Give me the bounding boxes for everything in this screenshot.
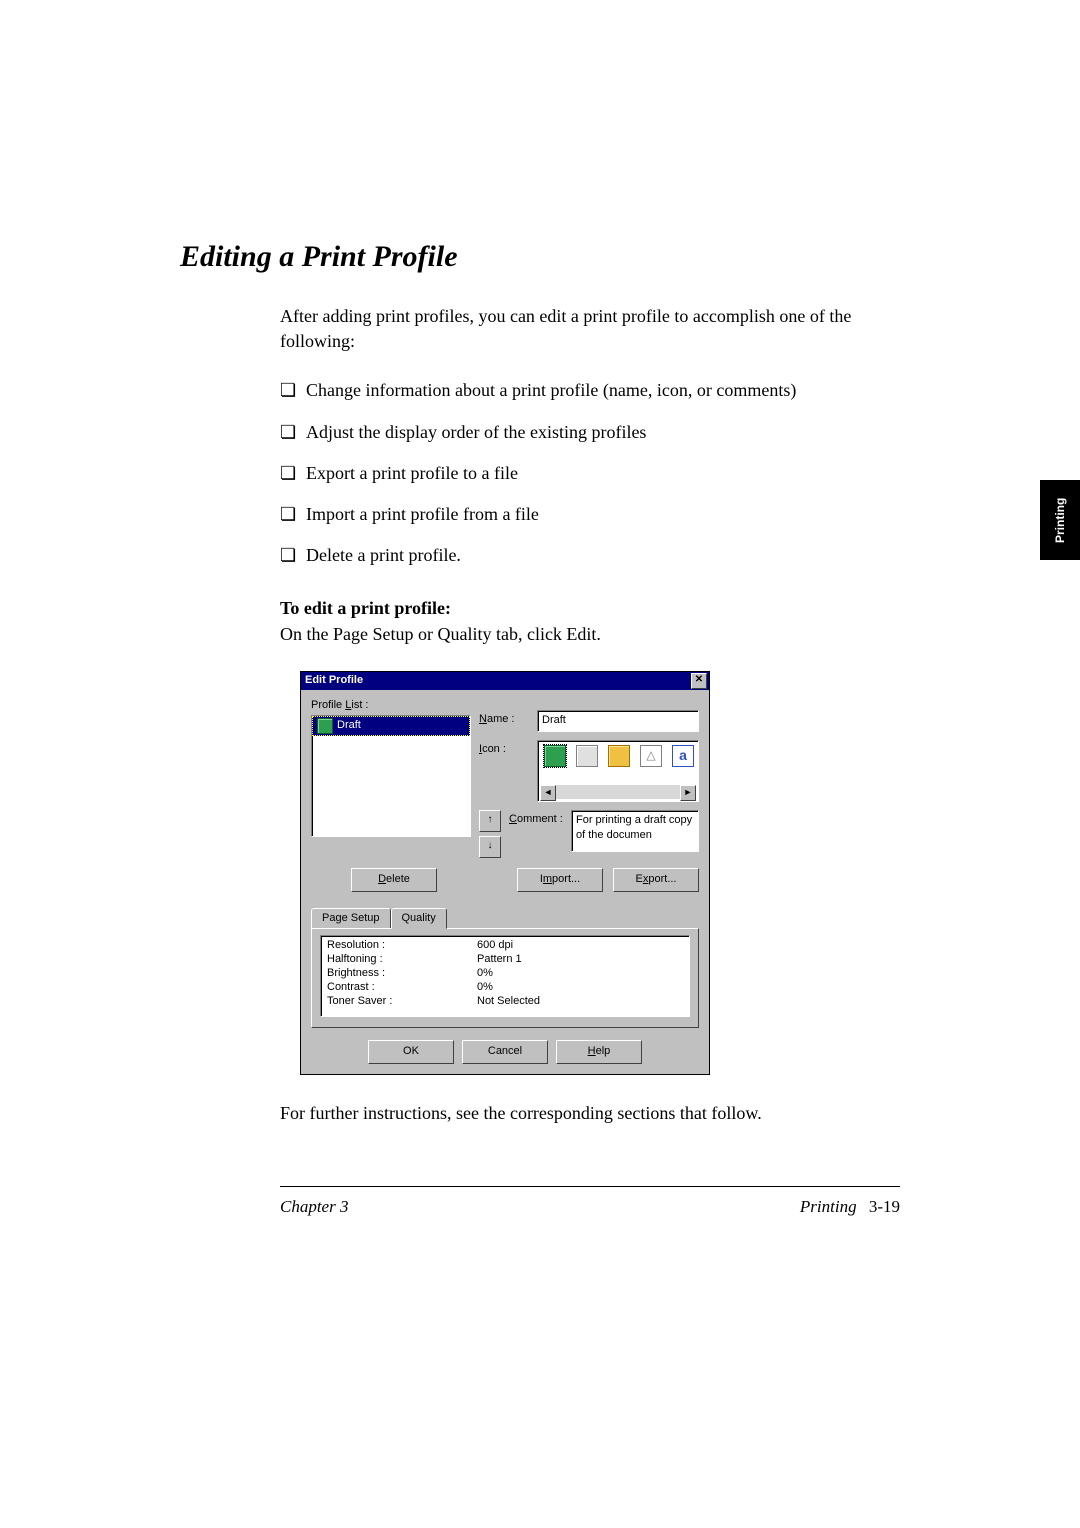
ok-button[interactable]: OK — [368, 1040, 454, 1064]
cancel-button[interactable]: Cancel — [462, 1040, 548, 1064]
page-heading: Editing a Print Profile — [180, 240, 900, 274]
upper-button-row: Delete Import... Export... — [311, 868, 699, 892]
tab-row: Page Setup Quality — [311, 908, 699, 928]
main-content: After adding print profiles, you can edi… — [280, 304, 900, 1219]
bullet-item: ❏ Import a print profile from a file — [280, 502, 900, 527]
summary-value: 0% — [477, 966, 683, 980]
icon-option-3[interactable] — [608, 745, 630, 767]
summary-box: Resolution : Halftoning : Brightness : C… — [320, 935, 690, 1017]
dialog-title: Edit Profile — [305, 673, 363, 688]
tab-panel: Resolution : Halftoning : Brightness : C… — [311, 928, 699, 1028]
summary-label: Toner Saver : — [327, 994, 477, 1008]
help-button[interactable]: Help — [556, 1040, 642, 1064]
icon-row: Icon : △ a — [479, 740, 699, 802]
bullet-text: Change information about a print profile… — [306, 378, 900, 403]
summary-label: Resolution : — [327, 938, 477, 952]
footer-right: Printing 3-19 — [800, 1195, 900, 1219]
move-down-button[interactable]: ↓ — [479, 836, 501, 858]
footer-pagenum: 3-19 — [869, 1197, 900, 1216]
summary-label: Brightness : — [327, 966, 477, 980]
bullet-mark: ❏ — [280, 420, 306, 445]
comment-row: ↑ ↓ Comment : For printing a draft copy … — [479, 810, 699, 858]
followup-text: For further instructions, see the corres… — [280, 1101, 900, 1126]
bullet-item: ❏ Change information about a print profi… — [280, 378, 900, 403]
move-up-button[interactable]: ↑ — [479, 810, 501, 832]
summary-label: Halftoning : — [327, 952, 477, 966]
page-content: Editing a Print Profile After adding pri… — [0, 0, 1080, 1299]
name-row: Name : Draft — [479, 710, 699, 732]
bullet-mark: ❏ — [280, 502, 306, 527]
bottom-button-row: OK Cancel Help — [311, 1040, 699, 1064]
summary-value: Pattern 1 — [477, 952, 683, 966]
icon-option-4[interactable]: △ — [640, 745, 662, 767]
footer-chapter: Chapter 3 — [280, 1195, 348, 1219]
close-icon[interactable]: ✕ — [691, 673, 707, 689]
summary-label: Contrast : — [327, 980, 477, 994]
bullet-text: Export a print profile to a file — [306, 461, 900, 486]
intro-paragraph: After adding print profiles, you can edi… — [280, 304, 900, 354]
bullet-item: ❏ Delete a print profile. — [280, 543, 900, 568]
profile-name: Draft — [337, 718, 361, 733]
icon-label: Icon : — [479, 740, 537, 757]
icon-picker[interactable]: △ a ◄ ► — [537, 740, 699, 802]
bullet-mark: ❏ — [280, 378, 306, 403]
import-export-group: Import... Export... — [517, 868, 699, 892]
bullet-mark: ❏ — [280, 543, 306, 568]
footer-section: Printing — [800, 1197, 857, 1216]
scroll-left-icon[interactable]: ◄ — [540, 785, 556, 801]
icon-option-1[interactable] — [544, 745, 566, 767]
procedure-step: On the Page Setup or Quality tab, click … — [280, 622, 900, 647]
dialog-upper: Profile List : Draft Name : — [311, 698, 699, 858]
icon-row-inner: △ a — [542, 745, 694, 767]
profile-list-item[interactable]: Draft — [312, 716, 470, 736]
edit-profile-dialog: Edit Profile ✕ Profile List : Draft — [300, 671, 710, 1075]
tabs: Page Setup Quality Resolution : Halftoni… — [311, 908, 699, 1028]
bullet-text: Delete a print profile. — [306, 543, 900, 568]
bullet-item: ❏ Export a print profile to a file — [280, 461, 900, 486]
profile-icon — [317, 718, 333, 734]
page-footer: Chapter 3 Printing 3-19 — [280, 1195, 900, 1219]
comment-input[interactable]: For printing a draft copy of the documen — [571, 810, 699, 852]
footer-rule — [280, 1186, 900, 1187]
bullet-mark: ❏ — [280, 461, 306, 486]
tab-page-setup[interactable]: Page Setup — [311, 908, 391, 928]
name-input[interactable]: Draft — [537, 710, 699, 732]
profile-fields-column: Name : Draft Icon : — [479, 698, 699, 858]
comment-label: Comment : — [509, 810, 567, 827]
tab-quality[interactable]: Quality — [391, 908, 447, 929]
scroll-right-icon[interactable]: ► — [680, 785, 696, 801]
profile-list-label: Profile List : — [311, 698, 471, 713]
summary-value: Not Selected — [477, 994, 683, 1008]
dialog-body: Profile List : Draft Name : — [301, 690, 709, 1074]
summary-labels: Resolution : Halftoning : Brightness : C… — [327, 938, 477, 1014]
icon-option-5[interactable]: a — [672, 745, 694, 767]
reorder-buttons: ↑ ↓ — [479, 810, 501, 858]
delete-button[interactable]: Delete — [351, 868, 437, 892]
procedure-label: To edit a print profile: — [280, 596, 900, 621]
summary-value: 0% — [477, 980, 683, 994]
summary-value: 600 dpi — [477, 938, 683, 952]
icon-option-2[interactable] — [576, 745, 598, 767]
icon-scrollbar[interactable]: ◄ ► — [540, 785, 696, 799]
bullet-text: Import a print profile from a file — [306, 502, 900, 527]
dialog-titlebar: Edit Profile ✕ — [301, 672, 709, 690]
export-button[interactable]: Export... — [613, 868, 699, 892]
bullet-text: Adjust the display order of the existing… — [306, 420, 900, 445]
summary-values: 600 dpi Pattern 1 0% 0% Not Selected — [477, 938, 683, 1014]
import-button[interactable]: Import... — [517, 868, 603, 892]
profile-list-column: Profile List : Draft — [311, 698, 471, 858]
profile-listbox[interactable]: Draft — [311, 715, 471, 837]
name-label: Name : — [479, 710, 537, 727]
bullet-item: ❏ Adjust the display order of the existi… — [280, 420, 900, 445]
dialog-screenshot: Edit Profile ✕ Profile List : Draft — [300, 671, 900, 1075]
